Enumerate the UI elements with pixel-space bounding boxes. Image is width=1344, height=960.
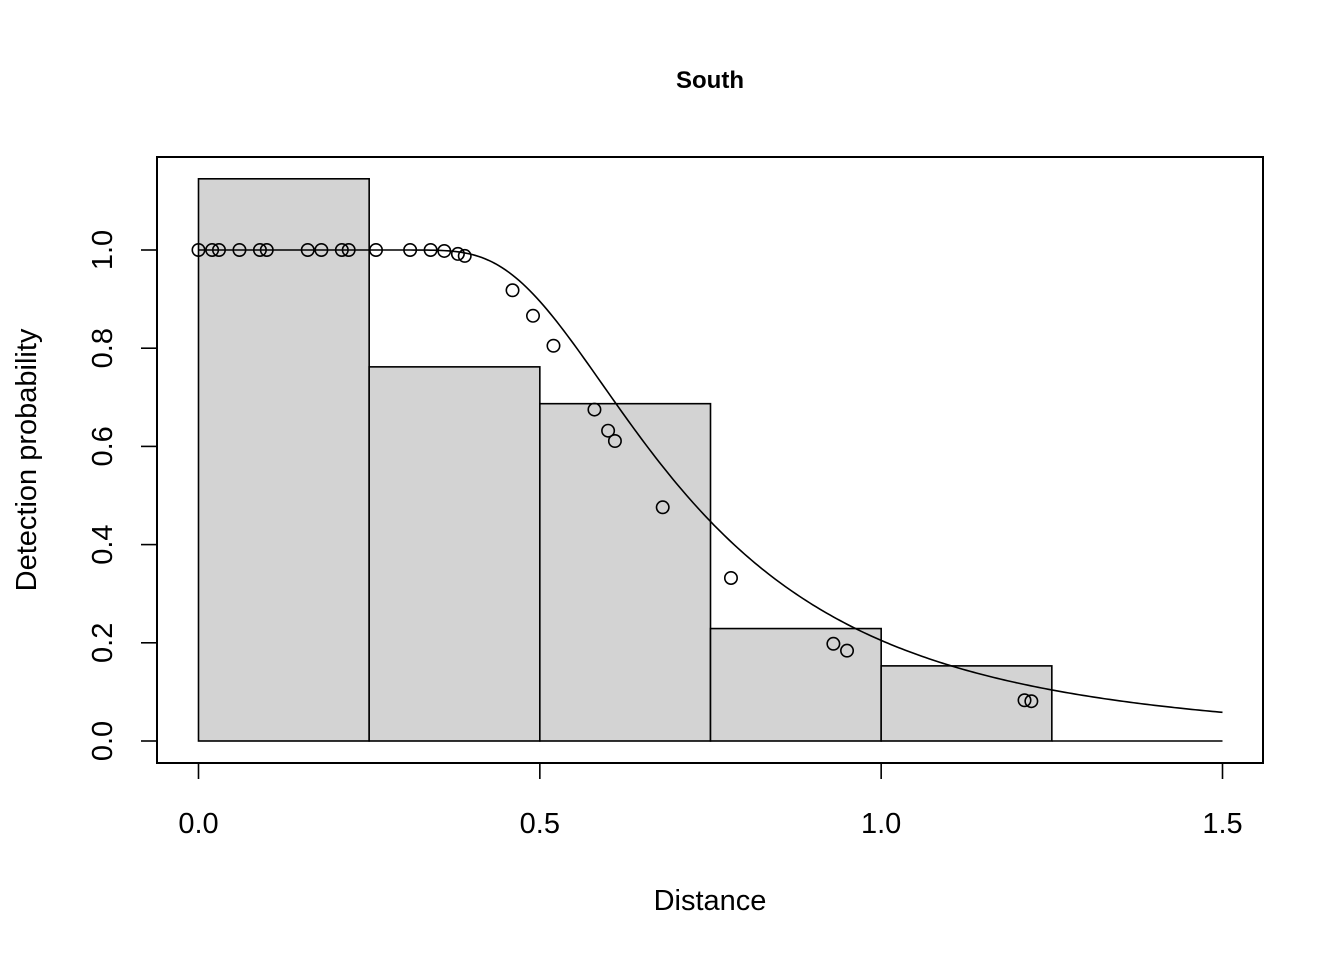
observation-point [191,243,206,258]
observation-point [211,243,226,258]
observation-point [368,243,383,258]
histogram-bar [368,366,541,742]
observation-point [655,500,670,515]
observation-point [300,243,315,258]
histogram-bar [539,402,712,742]
observation-point [232,243,247,258]
observation-point [826,636,841,651]
y-tick-label: 1.0 [87,230,119,270]
observation-point [341,243,356,258]
observation-point [723,570,738,585]
y-axis-label: Detection probability [11,328,43,591]
x-tick-label: 1.0 [861,808,901,840]
observation-points [191,243,1039,709]
observation-point [252,243,267,258]
observation-point [403,243,418,258]
y-tick-label: 0.6 [87,426,119,466]
observation-point [457,248,472,263]
y-tick-label: 0.0 [87,721,119,761]
observation-point [205,243,220,258]
observation-point [526,308,541,323]
observation-point [505,283,520,298]
observation-point [1017,693,1032,708]
x-axis: 0.0 0.5 1.0 1.5 [178,762,1243,840]
observation-point [840,643,855,658]
y-tick-label: 0.8 [87,328,119,368]
observation-point [546,338,561,353]
x-tick-label: 0.0 [178,808,218,840]
observation-point [450,246,465,261]
observation-point [607,433,622,448]
observation-point [334,243,349,258]
observation-point [259,243,274,258]
y-tick-label: 0.2 [87,623,119,663]
x-axis-label: Distance [654,885,767,917]
histogram-bar [880,665,1053,742]
x-tick-label: 1.5 [1202,808,1242,840]
x-tick-label: 0.5 [520,808,560,840]
histogram-bars [197,178,1223,742]
observation-point [423,243,438,258]
observation-point [601,423,616,438]
y-tick-label: 0.4 [87,524,119,564]
observation-point [314,243,329,258]
y-axis: 0.0 0.2 0.4 0.6 0.8 1.0 [87,230,158,761]
observation-point [587,402,602,417]
chart-title: South [676,67,744,94]
histogram-bar [709,627,882,742]
observation-point [437,243,452,258]
observation-point [1024,694,1039,709]
histogram-bar [197,178,370,742]
